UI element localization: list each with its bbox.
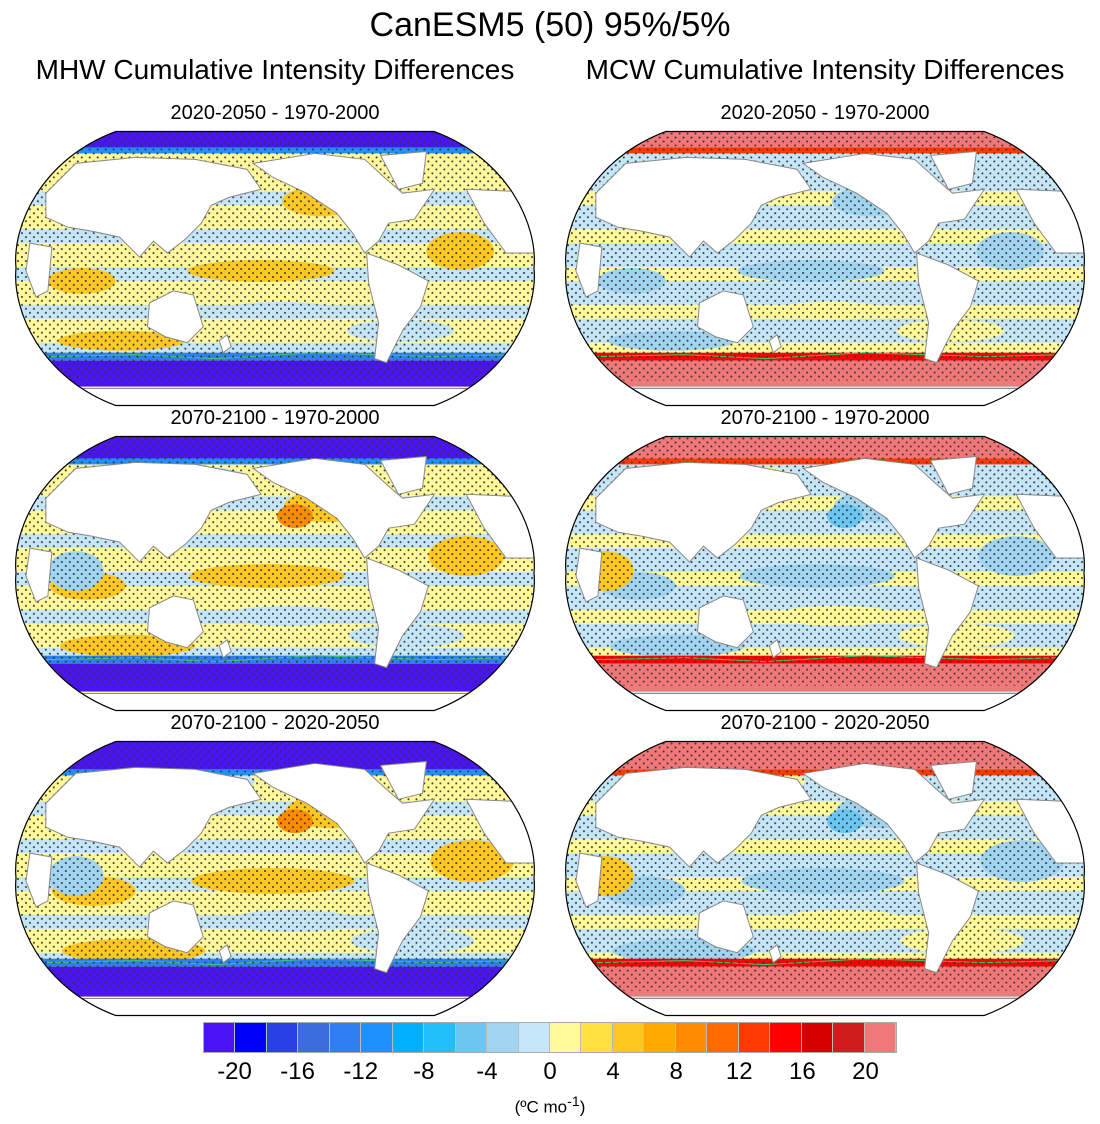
colorbar-box [738, 1023, 771, 1052]
panel-title: 2070-2100 - 1970-2000 [720, 407, 930, 429]
land [768, 638, 782, 659]
land [45, 461, 262, 563]
colorbar-tick-label: 8 [669, 1058, 683, 1085]
map-panel [565, 740, 1085, 1017]
mcw-column-title: MCW Cumulative Intensity Differences [585, 54, 1065, 85]
land [379, 455, 427, 495]
colorbar-box [235, 1023, 267, 1052]
land [45, 766, 262, 868]
land [801, 762, 986, 864]
colorbar-box [707, 1023, 739, 1052]
colorbar-box [487, 1023, 519, 1052]
colorbar-box [801, 1023, 834, 1052]
mhw-column-title: MHW Cumulative Intensity Differences [35, 54, 515, 85]
land [929, 150, 977, 190]
land [45, 156, 262, 258]
colorbar-tick-label: 0 [543, 1058, 557, 1085]
land [696, 595, 754, 649]
colorbar-box [298, 1023, 330, 1052]
land [146, 290, 204, 344]
land [929, 455, 977, 495]
land [768, 943, 782, 964]
colorbar-tick-label: 4 [606, 1058, 620, 1085]
land [251, 152, 436, 254]
colorbar-tick-label: -20 [217, 1058, 252, 1085]
land [696, 290, 754, 344]
land [379, 150, 427, 190]
land [929, 760, 977, 800]
land [595, 156, 812, 258]
colorbar-box [329, 1023, 362, 1052]
land [218, 638, 232, 659]
colorbar-box [770, 1023, 802, 1052]
panel-title: 2070-2100 - 1970-2000 [170, 407, 380, 429]
colorbar-box [361, 1023, 393, 1052]
colorbar-box [864, 1023, 896, 1052]
colorbar-tick-label: -8 [413, 1058, 435, 1085]
land [595, 461, 812, 563]
panel-title: 2070-2100 - 2020-2050 [720, 712, 930, 734]
land [25, 242, 53, 298]
land [366, 862, 430, 974]
land [565, 693, 1085, 711]
panel-title: 2020-2050 - 1970-2000 [720, 102, 930, 124]
land [146, 595, 204, 649]
colorbar [203, 1022, 897, 1053]
colorbar-box [392, 1023, 425, 1052]
land [696, 900, 754, 954]
map-panel [565, 130, 1085, 407]
colorbar-box [675, 1023, 708, 1052]
colorbar-tick-label: -12 [343, 1058, 379, 1085]
colorbar-box [644, 1023, 676, 1052]
land [768, 333, 782, 354]
land [575, 852, 603, 908]
land [15, 693, 535, 711]
land [379, 760, 427, 800]
land [801, 457, 986, 559]
land [595, 766, 812, 868]
land [25, 547, 53, 603]
land [366, 252, 430, 364]
land [15, 388, 535, 406]
map-panel [15, 740, 535, 1017]
colorbar-box [833, 1023, 865, 1052]
colorbar-box [581, 1023, 613, 1052]
land [575, 242, 603, 298]
land [916, 557, 980, 669]
colorbar-tick-label: 16 [789, 1058, 816, 1085]
colorbar-box [204, 1023, 236, 1052]
colorbar-tick-label: 20 [852, 1058, 879, 1085]
map-panel [15, 130, 535, 407]
land [251, 762, 436, 864]
colorbar-box [266, 1023, 299, 1052]
map-panel [15, 435, 535, 712]
land [565, 998, 1085, 1016]
colorbar-box [424, 1023, 456, 1052]
land [218, 943, 232, 964]
land [801, 152, 986, 254]
land [146, 900, 204, 954]
land [218, 333, 232, 354]
land [15, 998, 535, 1016]
land [916, 862, 980, 974]
panel-title: 2020-2050 - 1970-2000 [170, 102, 380, 124]
colorbar-tick-label: -16 [280, 1058, 315, 1085]
land [916, 252, 980, 364]
colorbar-tick-label: -4 [476, 1058, 498, 1085]
land [251, 457, 436, 559]
main-title: CanESM5 (50) 95%/5% [369, 6, 731, 44]
colorbar-box [518, 1023, 550, 1052]
colorbar-box [455, 1023, 488, 1052]
colorbar-tick-label: 12 [725, 1058, 753, 1085]
land [575, 547, 603, 603]
land [25, 852, 53, 908]
colorbar-box [549, 1023, 582, 1052]
colorbar-unit-label: (ºC mo-1) [514, 1094, 586, 1117]
land [366, 557, 430, 669]
land [565, 388, 1085, 406]
colorbar-box [612, 1023, 645, 1052]
panel-title: 2070-2100 - 2020-2050 [170, 712, 380, 734]
map-panel [565, 435, 1085, 712]
